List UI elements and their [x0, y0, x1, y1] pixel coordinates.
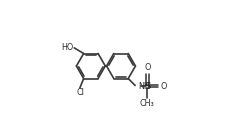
Text: NH: NH: [138, 82, 150, 91]
Text: Cl: Cl: [76, 88, 84, 97]
Text: O: O: [160, 82, 167, 91]
Text: HO: HO: [61, 43, 74, 52]
Text: S: S: [144, 82, 151, 91]
Text: CH₃: CH₃: [140, 99, 155, 108]
Text: O: O: [144, 63, 151, 72]
